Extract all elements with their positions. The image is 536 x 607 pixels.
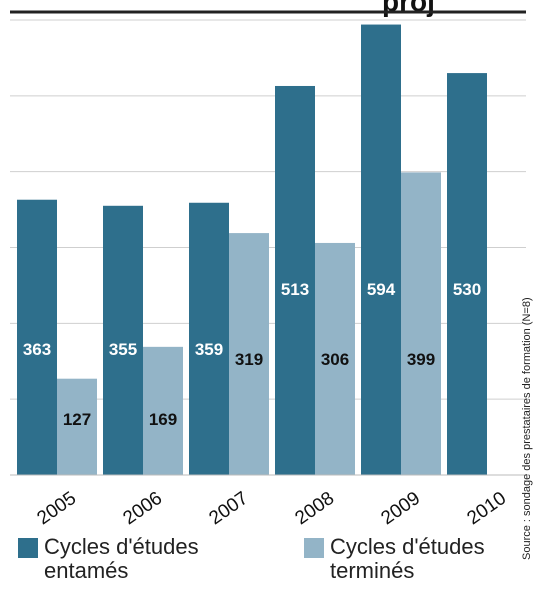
x-tick-2010: 2010 [464,488,511,529]
bar-finished-2006 [143,346,183,475]
data-label-finished-2008: 306 [321,350,349,369]
data-label-started-2010: 530 [453,280,481,299]
data-label-started-2007: 359 [195,340,223,359]
x-tick-labels: 2005 2006 2007 2008 2009 2010 [34,488,511,529]
bar-started-2008 [275,85,315,475]
legend-item-started: Cycles d'études entamés [18,535,234,583]
bar-finished-2005 [57,378,97,475]
data-label-started-2008: 513 [281,280,309,299]
data-label-finished-2006: 169 [149,410,177,429]
data-label-started-2006: 355 [109,340,137,359]
data-label-finished-2009: 399 [407,350,435,369]
bars [17,24,487,476]
bar-finished-2007 [229,233,269,475]
data-label-finished-2007: 319 [235,350,263,369]
legend-item-finished: Cycles d'études terminés [304,535,520,583]
bar-started-2006 [103,205,143,475]
bar-finished-2009 [401,172,441,476]
bar-started-2005 [17,199,57,475]
data-label-started-2005: 363 [23,340,51,359]
legend-swatch-started [18,538,38,558]
legend-swatch-finished [304,538,324,558]
x-tick-2006: 2006 [120,488,167,529]
legend-label-started: Cycles d'études entamés [44,534,199,583]
x-tick-2005: 2005 [34,488,81,529]
legend-label-finished: Cycles d'études terminés [330,534,485,583]
data-label-started-2009: 594 [367,280,396,299]
source-note: Source : sondage des prestataires de for… [521,297,533,560]
bar-finished-2008 [315,242,355,475]
x-tick-2007: 2007 [206,488,253,529]
x-tick-2008: 2008 [292,488,339,529]
bar-started-2010 [447,73,487,475]
bar-started-2007 [189,202,229,475]
data-labels: 363 127 355 169 359 319 513 306 594 399 530 [23,280,481,429]
data-label-finished-2005: 127 [63,410,91,429]
bar-started-2009 [361,24,401,476]
x-tick-2009: 2009 [378,488,425,529]
